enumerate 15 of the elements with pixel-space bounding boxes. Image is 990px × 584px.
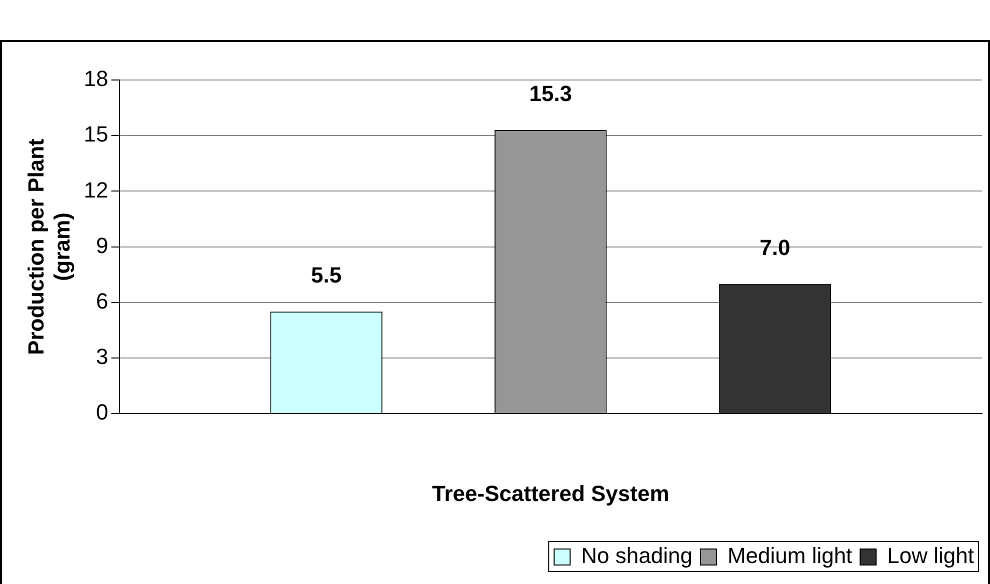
y-tick-label: 15: [84, 122, 108, 147]
data-label: 15.3: [529, 81, 572, 106]
y-tick-label: 9: [96, 232, 108, 258]
data-label: 5.5: [311, 262, 342, 288]
y-tick-label: 18: [84, 66, 108, 92]
legend-label: Medium light: [727, 543, 852, 568]
y-axis-title: Production per Plant (gram): [23, 138, 75, 355]
y-tick-label: 0: [96, 400, 108, 425]
y-tick-label: 3: [96, 344, 108, 370]
x-axis-title: Tree-Scattered System: [432, 480, 670, 506]
data-label: 7.0: [760, 234, 790, 260]
legend-label: No shading: [581, 543, 692, 568]
y-tick-label: 12: [84, 177, 108, 202]
legend-label: Low light: [887, 543, 974, 568]
y-tick-label: 6: [96, 288, 108, 314]
